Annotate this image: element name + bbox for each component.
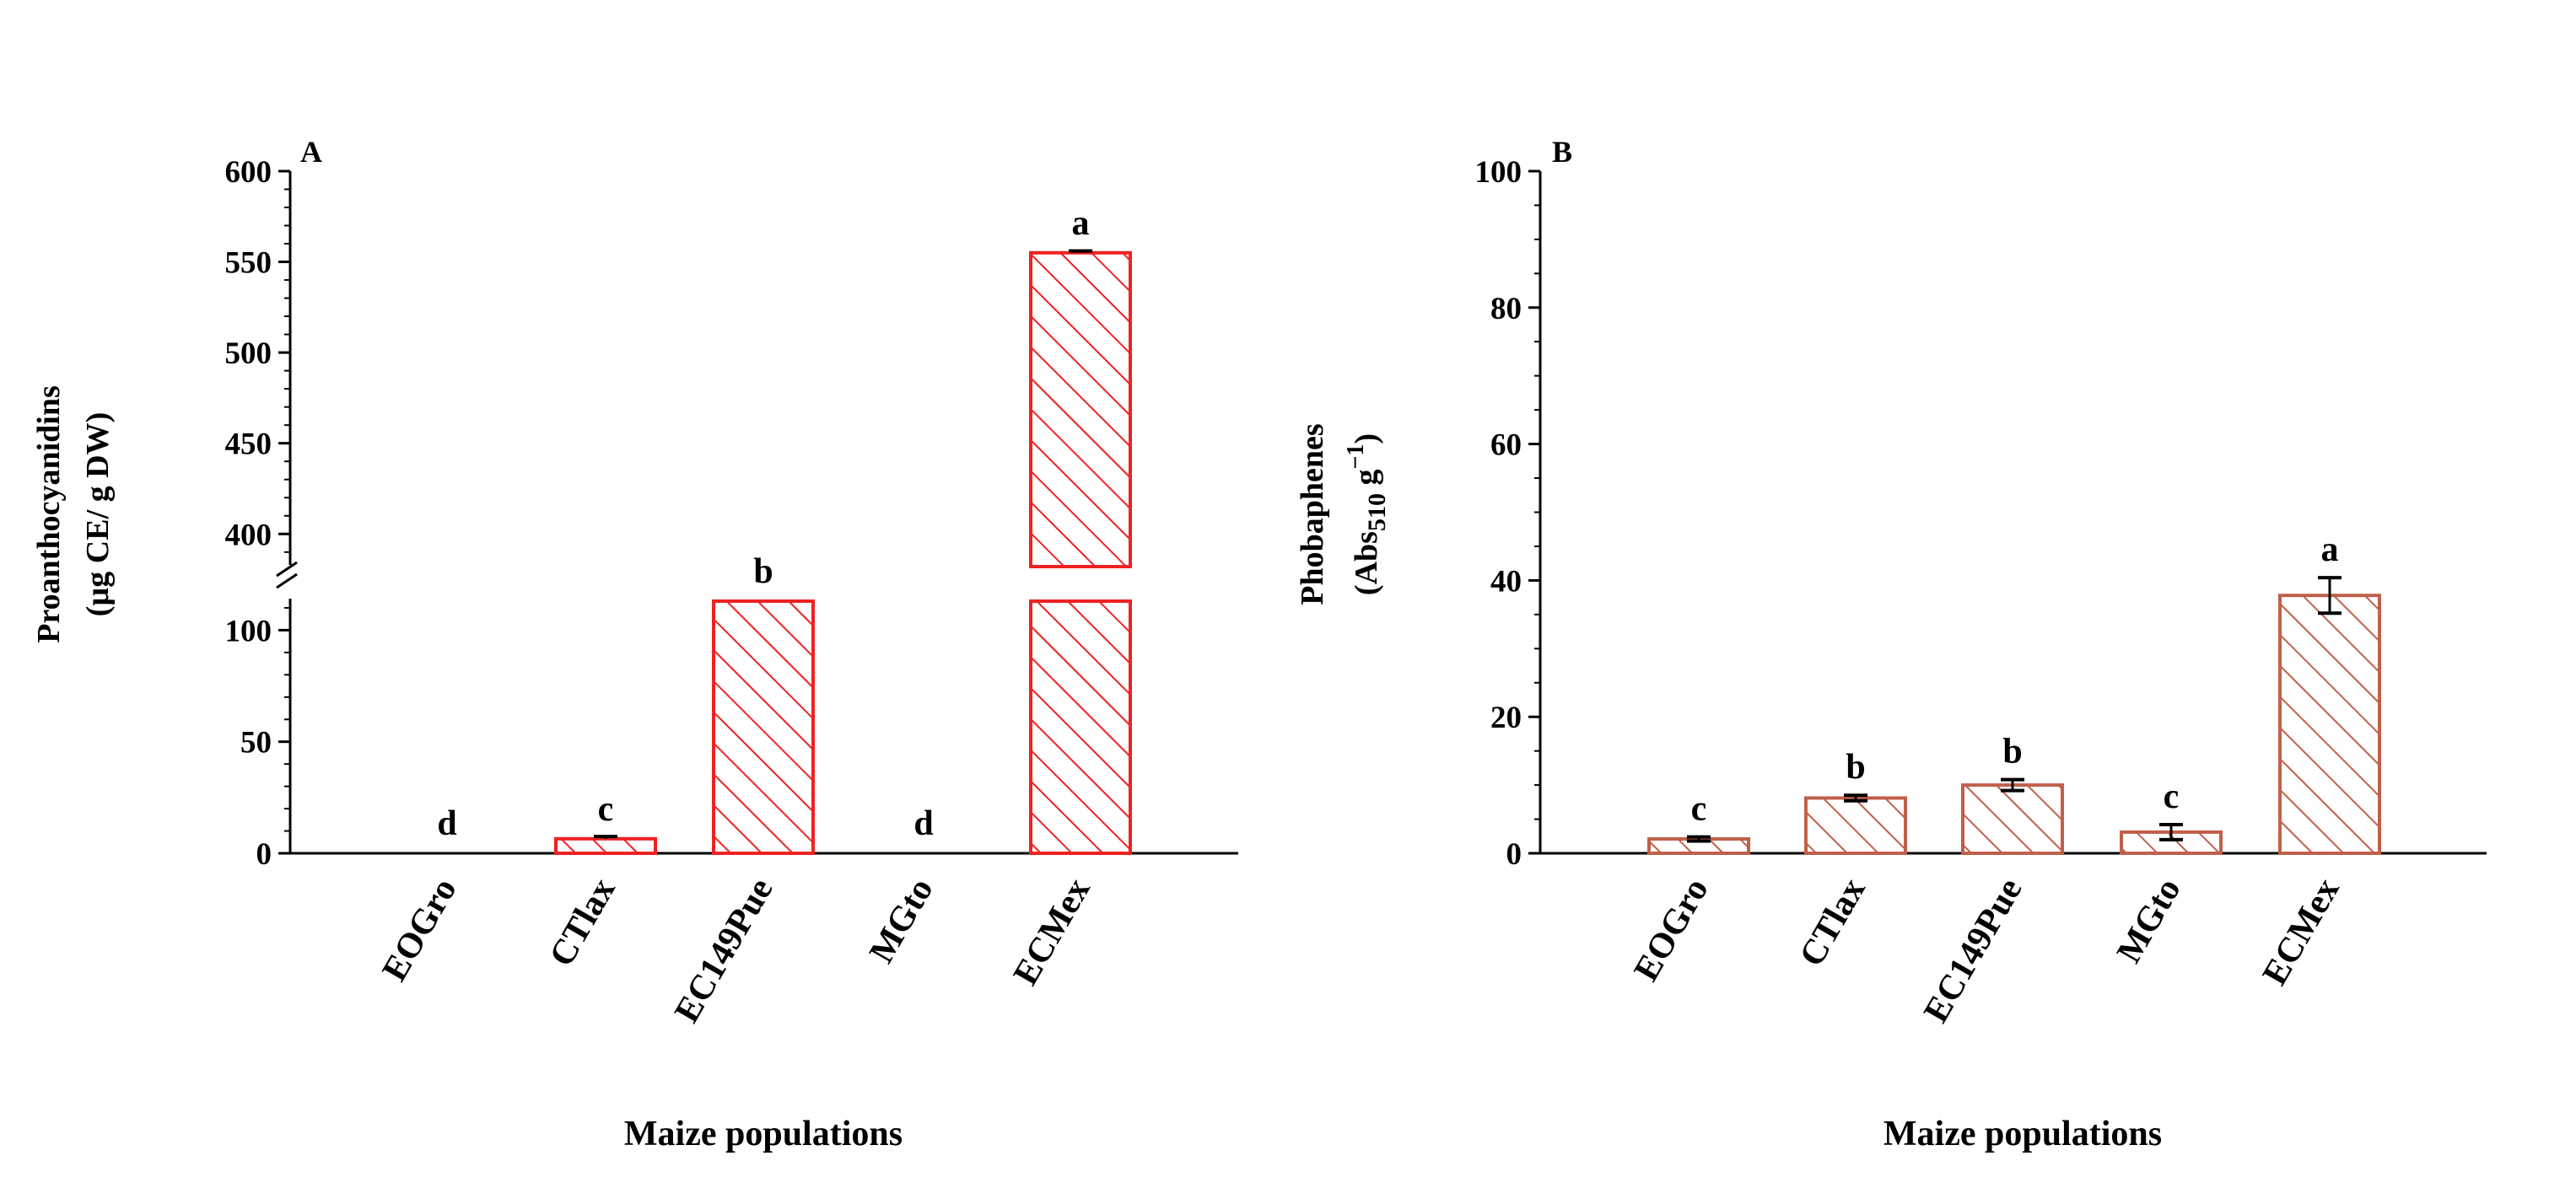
panel-b-category-label: CTlax <box>1792 872 1873 973</box>
panel-b-label: B <box>1552 135 1572 169</box>
panel-a-break-mark-top <box>276 561 298 578</box>
panel-b-significance-letter: a <box>2321 530 2339 569</box>
panel-a-ytick-label: 100 <box>225 614 272 648</box>
panel-b-significance-letter: c <box>2164 777 2180 816</box>
panel-a-significance-letter: a <box>1072 204 1090 243</box>
panel-b-ticks: 0 20 40 60 80 100 <box>1475 155 1540 872</box>
panel-b-ytick-label: 80 <box>1490 292 1522 326</box>
panel-a-break-mark-bottom <box>276 572 298 589</box>
panel-a-ticks: 0 50 100 400 450 500 550 600 <box>225 155 290 872</box>
panel-a: A 0 50 100 400 450 500 550 600 d EOGro c CTlax b EC1… <box>31 135 1238 1153</box>
panel-a-significance-letter: c <box>598 790 614 829</box>
panel-b-y-label-part-c: ) <box>1349 433 1384 444</box>
panel-b-ytick-label: 40 <box>1490 564 1522 599</box>
panel-a-bar <box>712 599 815 855</box>
panel-a-label: A <box>300 135 322 169</box>
panel-b-x-label: Maize populations <box>1883 1115 2162 1153</box>
panel-a-y-label-line1: Proanthocyanidins <box>31 385 67 642</box>
panel-b-y-label-line1: Phobaphenes <box>1295 423 1330 605</box>
panel-b-category-label: ECMex <box>2255 872 2347 992</box>
panel-b-y-label-line2: (Abs510 g−1) <box>1343 433 1391 595</box>
panel-a-category-label: ECMex <box>1006 872 1098 992</box>
panel-b-significance-letter: b <box>1846 748 1865 787</box>
panel-a-ytick-label: 400 <box>225 518 272 552</box>
panel-a-significance-letter: d <box>437 804 456 843</box>
panel-a-category-label: MGto <box>862 872 940 970</box>
panel-a-category-label: CTlax <box>542 872 623 973</box>
panel-a-bars: d EOGro c CTlax b EC149Pue d MGto a ECMex <box>375 204 1132 1029</box>
panel-b-significance-letter: b <box>2002 733 2022 771</box>
panel-a-bar-upper-segment <box>1029 250 1132 568</box>
panel-b-y-label-part-a: (Abs <box>1349 531 1384 595</box>
panel-a-significance-letter: d <box>913 804 933 843</box>
panel-b-significance-letter: c <box>1691 790 1707 829</box>
panel-b-category-label: MGto <box>2110 872 2188 970</box>
panel-b-category-label: EOGro <box>1627 872 1716 988</box>
panel-b-ytick-label: 60 <box>1490 428 1522 463</box>
panel-a-ytick-label: 550 <box>225 246 272 281</box>
panel-b: B 0 20 40 60 80 100 c EOGro b CTlax b EC149Pue c MGt… <box>1295 135 2487 1153</box>
panel-a-significance-letter: b <box>753 552 773 591</box>
panel-a-bar <box>554 836 657 856</box>
panel-a-ytick-label: 500 <box>225 336 272 371</box>
panel-b-bars: c EOGro b CTlax b EC149Pue c MGto a ECMex <box>1627 530 2381 1029</box>
panel-b-bar <box>2278 594 2381 855</box>
panel-a-bar-lower-segment <box>1029 599 1132 855</box>
panel-a-ytick-label: 0 <box>256 837 272 872</box>
panel-a-x-label: Maize populations <box>624 1115 903 1153</box>
panel-a-ytick-label: 50 <box>240 726 272 761</box>
panel-b-y-label-subscript: 510 <box>1363 493 1391 531</box>
panel-b-bar <box>1961 783 2064 855</box>
panel-a-y-label-line2: (µg CE/ g DW) <box>80 412 116 617</box>
panel-a-category-label: EOGro <box>375 872 465 988</box>
panel-b-ytick-label: 100 <box>1475 155 1522 190</box>
panel-b-y-label-superscript: −1 <box>1343 444 1369 470</box>
panel-b-y-label-part-b: g <box>1349 470 1384 494</box>
panel-b-category-label: EC149Pue <box>1916 872 2029 1029</box>
panel-b-ytick-label: 0 <box>1506 837 1522 872</box>
panel-b-bar <box>1804 796 1907 856</box>
panel-a-category-label: EC149Pue <box>667 872 780 1029</box>
panel-a-ytick-label: 600 <box>225 155 272 190</box>
panel-a-ytick-label: 450 <box>225 427 272 462</box>
panel-b-ytick-label: 20 <box>1490 701 1522 735</box>
